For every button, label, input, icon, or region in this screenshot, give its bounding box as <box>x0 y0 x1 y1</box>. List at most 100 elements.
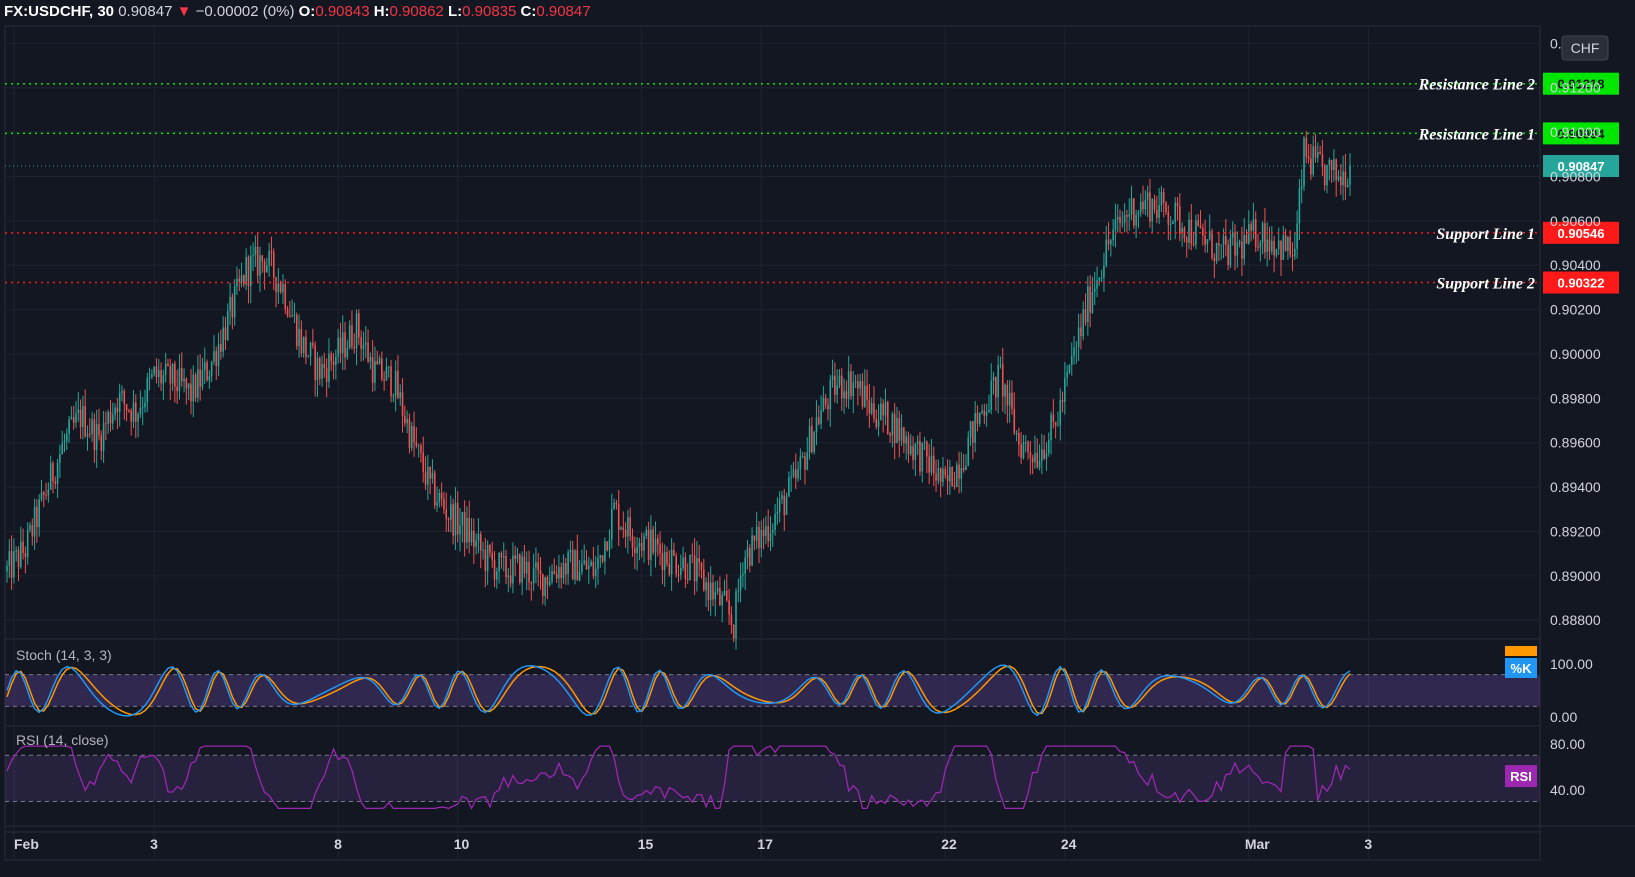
candle-body <box>567 552 569 575</box>
candle-body <box>364 342 367 345</box>
candle-body <box>742 573 744 576</box>
candle-body <box>840 375 843 399</box>
time-axis[interactable]: Feb 3 8 10 15 17 22 24 Mar 3 <box>14 836 1372 852</box>
candle-body <box>1011 392 1013 410</box>
candle-body <box>1248 224 1250 244</box>
candle-body <box>519 554 521 583</box>
currency-badge <box>1561 35 1609 61</box>
candle-body <box>1211 231 1213 258</box>
candle-body <box>732 624 735 639</box>
candle-body <box>1220 244 1223 246</box>
candle-body <box>130 410 132 422</box>
candle-body <box>47 489 50 496</box>
candle-body <box>1195 220 1197 245</box>
candle-body <box>88 433 91 435</box>
candle-body <box>353 346 356 349</box>
candle-body <box>769 532 772 541</box>
symbol-label[interactable]: FX:USDCHF, 30 <box>4 3 115 20</box>
candle-body <box>1121 222 1124 224</box>
candle-body <box>1112 229 1114 240</box>
candle-body <box>930 455 933 473</box>
candle-body <box>815 417 818 433</box>
candle-body <box>153 366 155 375</box>
candle-body <box>169 365 172 384</box>
candle-body <box>213 351 215 362</box>
candle-body <box>1105 239 1108 266</box>
candle-body <box>351 325 353 347</box>
candle-body <box>896 418 898 444</box>
candle-body <box>282 284 284 293</box>
candle-body <box>955 464 958 487</box>
candle-body <box>431 472 434 479</box>
candle-body <box>486 544 489 572</box>
candle-body <box>1277 240 1280 249</box>
candle-body <box>728 600 730 615</box>
candle-body <box>590 561 592 566</box>
candle-body <box>272 252 275 278</box>
candle-body <box>148 376 151 379</box>
candle-body <box>737 590 740 592</box>
candle-body <box>197 369 199 398</box>
candle-body <box>942 468 944 482</box>
chart-header: FX:USDCHF, 30 0.90847 ▼ −0.00002 (0%) O:… <box>4 2 591 22</box>
candle-body <box>243 275 245 285</box>
candle-body <box>578 571 581 581</box>
candle-body <box>408 419 411 448</box>
rsi-tag <box>1505 765 1537 788</box>
candle-body <box>539 570 542 574</box>
price-axis[interactable]: 0.914000.912000.910000.908000.906000.904… <box>1550 35 1609 628</box>
candle-body <box>634 548 636 554</box>
candle-body <box>990 380 993 410</box>
candle-body <box>739 575 742 591</box>
candle-body <box>157 370 160 377</box>
candle-body <box>953 485 956 487</box>
candle-body <box>1227 244 1229 266</box>
candle-body <box>1241 241 1243 259</box>
candle-body <box>443 499 445 510</box>
stoch-tick-label: 100.00 <box>1550 656 1593 672</box>
stoch-pane: Stoch (14, 3, 3) 100.00 0.00 %K <box>5 646 1593 725</box>
time-tick-label: 15 <box>638 836 654 852</box>
candle-body <box>394 370 397 396</box>
candle-body <box>259 255 261 276</box>
candle-body <box>1013 409 1016 433</box>
candle-body <box>378 358 381 365</box>
candle-body <box>546 577 549 585</box>
candle-body <box>877 420 880 428</box>
candle-body <box>1123 215 1126 223</box>
candle-body <box>210 361 213 377</box>
candle-body <box>735 591 737 639</box>
candle-body <box>68 419 70 434</box>
candle-body <box>376 361 379 365</box>
candle-body <box>1222 235 1225 245</box>
candle-body <box>900 427 903 441</box>
grid-lines <box>4 25 1635 861</box>
candle-body <box>118 392 121 412</box>
candle-body <box>1296 223 1298 249</box>
candle-body <box>891 413 894 436</box>
candle-body <box>59 454 61 463</box>
candle-body <box>505 555 507 578</box>
candle-body <box>360 337 362 349</box>
candle-body <box>843 391 845 399</box>
candle-body <box>548 581 551 585</box>
candle-body <box>889 433 891 436</box>
candle-body <box>1245 234 1248 244</box>
candle-body <box>532 567 535 584</box>
candle-body <box>1305 137 1308 157</box>
candle-body <box>410 426 413 448</box>
candle-body <box>1064 377 1066 402</box>
candle-body <box>617 504 620 530</box>
candle-body <box>907 436 910 455</box>
candle-body <box>629 517 632 537</box>
level-price-tag <box>1543 271 1619 294</box>
candle-body <box>52 463 54 482</box>
candle-body <box>811 426 813 453</box>
candle-body <box>261 255 264 262</box>
candle-body <box>923 441 926 443</box>
candle-body <box>466 517 468 543</box>
candle-body <box>654 538 657 553</box>
candle-body <box>1041 449 1043 462</box>
candle-body <box>928 456 930 473</box>
